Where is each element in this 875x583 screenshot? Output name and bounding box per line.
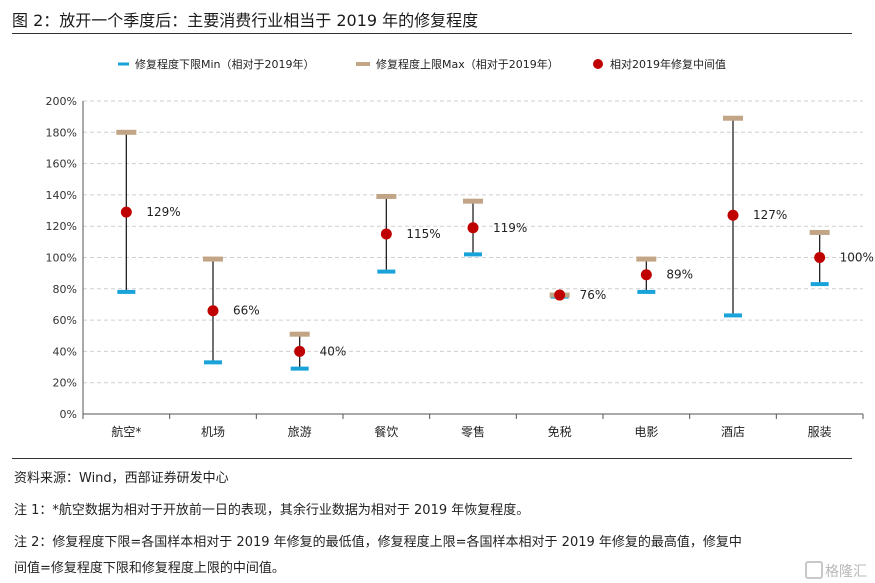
data-label: 129%	[146, 205, 180, 219]
mid-point	[120, 206, 132, 218]
data-label: 115%	[406, 227, 440, 241]
x-tick-label: 餐饮	[374, 424, 398, 439]
data-label: 89%	[666, 268, 693, 282]
watermark-text: 格隆汇	[825, 564, 867, 580]
y-tick-label: 200%	[46, 95, 77, 108]
legend-max-swatch	[356, 62, 370, 66]
mid-point	[814, 252, 826, 263]
mid-point	[727, 209, 739, 221]
x-tick-label: 旅游	[288, 425, 312, 439]
min-marker	[724, 313, 742, 318]
mid-point	[467, 222, 479, 234]
watermark: 格隆汇	[805, 561, 867, 581]
source-note: 资料来源：Wind，西部证券研发中心	[14, 471, 229, 486]
mid-point	[554, 289, 566, 301]
bottom-rule	[12, 458, 852, 459]
min-marker	[464, 252, 482, 257]
max-marker	[723, 115, 743, 121]
max-marker	[636, 256, 657, 262]
footnote-2-continued: 间值=修复程度下限和修复程度上限的中间值。	[14, 561, 285, 576]
min-marker	[290, 366, 309, 371]
x-tick-label: 免税	[548, 424, 572, 439]
y-tick-label: 120%	[46, 220, 77, 233]
mid-point	[380, 228, 392, 240]
max-marker	[116, 129, 137, 135]
x-tick-label: 电影	[634, 425, 658, 439]
x-tick-label: 机场	[201, 425, 225, 439]
footnote-2: 注 2：修复程度下限=各国样本相对于 2019 年修复的最低值，修复程度上限=各…	[14, 535, 742, 550]
min-marker	[117, 289, 136, 294]
watermark-logo-icon	[805, 561, 823, 579]
max-marker	[376, 193, 397, 199]
y-tick-label: 40%	[53, 345, 77, 358]
data-label: 100%	[840, 251, 874, 265]
mid-point	[294, 345, 306, 357]
legend-mid-label: 相对2019年修复中间值	[610, 57, 726, 71]
data-label: 127%	[753, 208, 787, 222]
max-marker	[203, 256, 223, 262]
y-tick-label: 0%	[60, 408, 77, 421]
data-label: 66%	[233, 304, 260, 318]
min-marker	[377, 269, 396, 274]
y-tick-label: 160%	[46, 158, 77, 171]
min-marker	[204, 360, 222, 365]
min-marker	[637, 289, 656, 294]
data-label: 76%	[580, 288, 607, 302]
x-tick-label: 酒店	[721, 425, 745, 439]
x-tick-label: 航空*	[111, 424, 141, 439]
max-marker	[809, 229, 830, 235]
y-tick-label: 100%	[46, 252, 77, 265]
y-tick-label: 20%	[53, 377, 77, 390]
x-tick-label: 服装	[808, 425, 832, 439]
legend-max-label: 修复程度上限Max（相对于2019年）	[376, 57, 559, 71]
x-tick-label: 零售	[461, 424, 485, 439]
footnote-1: 注 1：*航空数据为相对于开放前一日的表现，其余行业数据为相对于 2019 年恢…	[14, 503, 530, 518]
y-tick-label: 180%	[46, 126, 77, 139]
legend-min-swatch	[118, 62, 129, 66]
data-label: 119%	[493, 221, 527, 235]
range-chart: 0% 20% 40% 60% 80% 100% 120% 140% 160% 180% 200% 航空…	[46, 57, 874, 439]
top-rule	[12, 33, 852, 34]
data-label: 40%	[320, 344, 347, 358]
y-tick-label: 140%	[46, 189, 77, 202]
mid-point	[207, 305, 219, 317]
mid-point	[640, 269, 652, 281]
y-tick-label: 80%	[53, 283, 77, 296]
max-marker	[289, 331, 310, 337]
legend-min-label: 修复程度下限Min（相对于2019年）	[135, 57, 315, 71]
legend-mid-swatch	[593, 59, 603, 69]
y-tick-label: 60%	[53, 314, 77, 327]
max-marker	[463, 198, 483, 204]
figure-title: 图 2：放开一个季度后：主要消费行业相当于 2019 年的修复程度	[12, 11, 479, 30]
min-marker	[810, 282, 829, 287]
